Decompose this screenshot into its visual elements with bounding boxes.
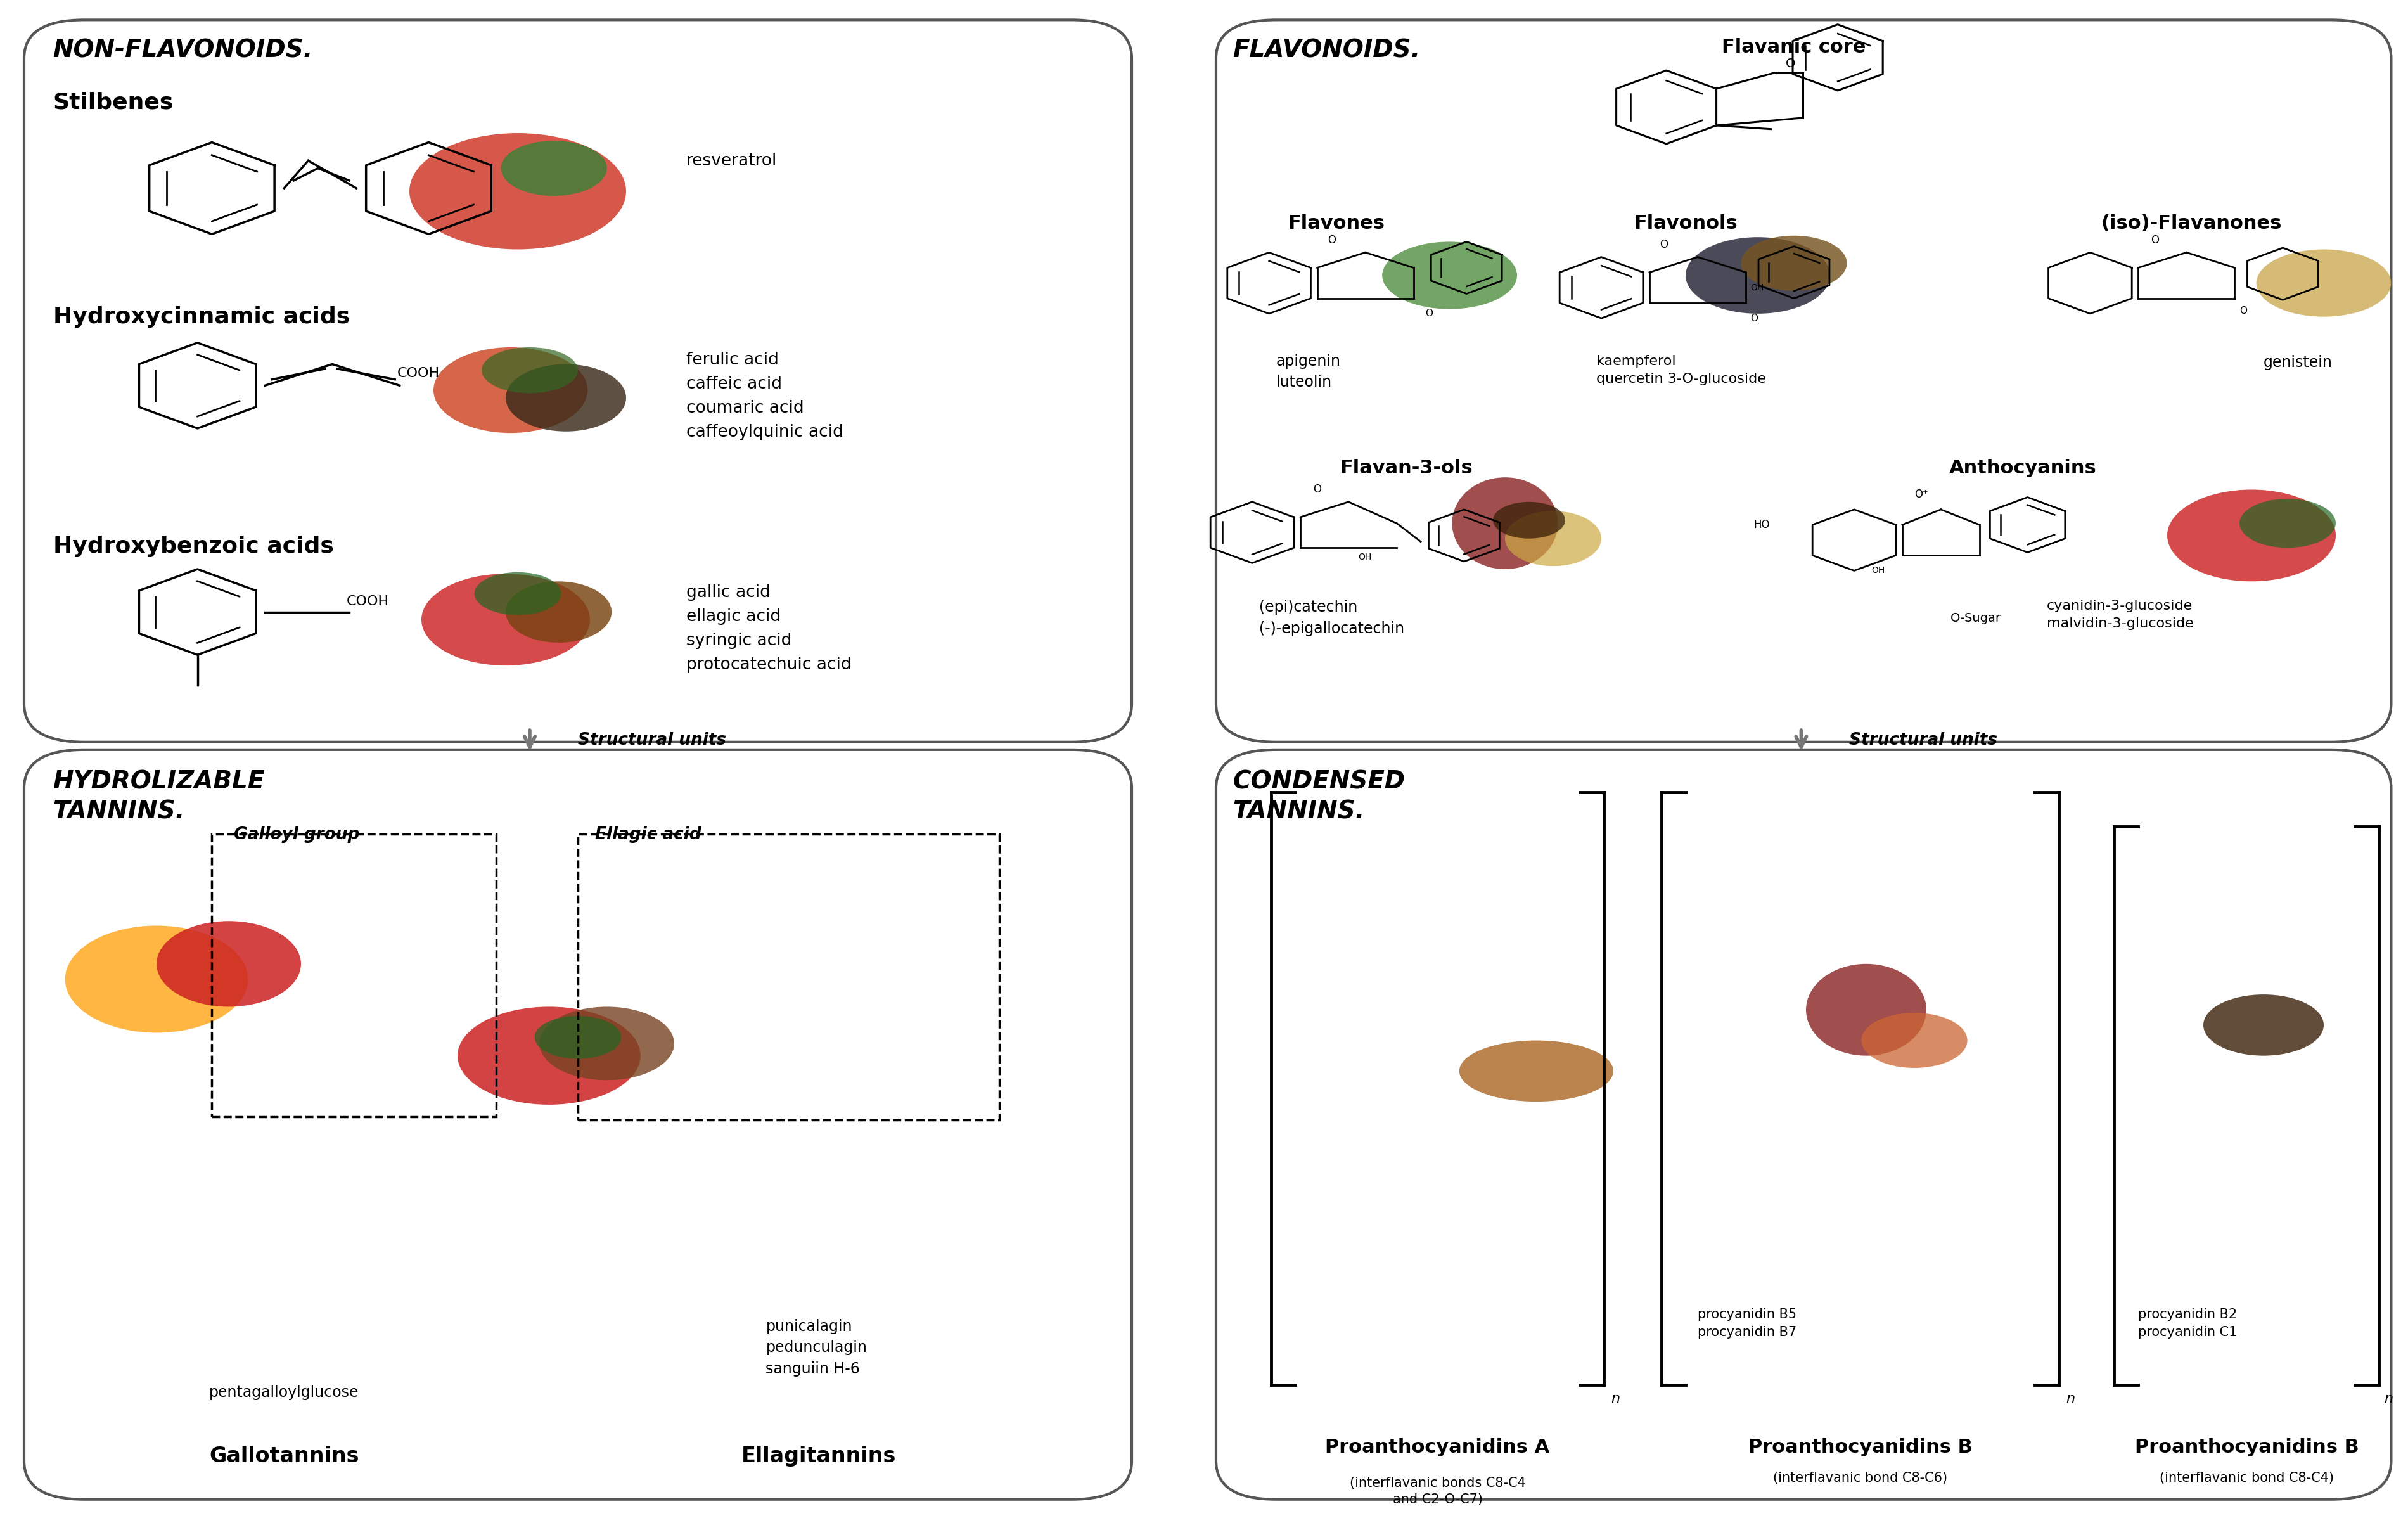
Text: n: n xyxy=(2384,1392,2394,1405)
Text: Flavonols: Flavonols xyxy=(1633,214,1739,233)
Text: Gallotannins: Gallotannins xyxy=(209,1446,359,1467)
Text: Flavan-3-ols: Flavan-3-ols xyxy=(1339,459,1474,477)
Text: O: O xyxy=(1659,239,1669,251)
Text: pentagalloylglucose: pentagalloylglucose xyxy=(209,1385,359,1400)
Ellipse shape xyxy=(1741,236,1847,291)
Ellipse shape xyxy=(1686,237,1830,314)
Text: (epi)catechin
(-)-epigallocatechin: (epi)catechin (-)-epigallocatechin xyxy=(1259,600,1404,636)
Text: (interflavanic bond C8-C6): (interflavanic bond C8-C6) xyxy=(1772,1472,1948,1484)
Ellipse shape xyxy=(1505,511,1601,566)
Ellipse shape xyxy=(2256,249,2391,317)
Ellipse shape xyxy=(506,581,612,643)
Ellipse shape xyxy=(409,133,626,249)
Text: Ellagitannins: Ellagitannins xyxy=(742,1446,896,1467)
Text: O: O xyxy=(2150,234,2160,246)
Text: Hydroxycinnamic acids: Hydroxycinnamic acids xyxy=(53,306,349,327)
Text: O: O xyxy=(1784,58,1796,70)
Text: OH: OH xyxy=(1358,552,1373,562)
Ellipse shape xyxy=(65,926,248,1033)
Text: O: O xyxy=(1312,483,1322,496)
Text: NON-FLAVONOIDS.: NON-FLAVONOIDS. xyxy=(53,38,313,63)
Text: HO: HO xyxy=(1753,519,1770,531)
Text: ferulic acid
caffeic acid
coumaric acid
caffeoylquinic acid: ferulic acid caffeic acid coumaric acid … xyxy=(686,352,843,441)
Text: Structural units: Structural units xyxy=(578,733,727,748)
Text: Structural units: Structural units xyxy=(1849,733,1999,748)
FancyBboxPatch shape xyxy=(24,20,1132,742)
Ellipse shape xyxy=(1806,964,1926,1056)
Text: (interflavanic bonds C8-C4
and C2-O-C7): (interflavanic bonds C8-C4 and C2-O-C7) xyxy=(1348,1476,1527,1506)
Text: genistein: genistein xyxy=(2264,355,2333,370)
Text: Galloyl group: Galloyl group xyxy=(234,826,359,843)
Text: O: O xyxy=(1751,314,1758,323)
Text: (interflavanic bond C8-C4): (interflavanic bond C8-C4) xyxy=(2160,1472,2333,1484)
Text: gallic acid
ellagic acid
syringic acid
protocatechuic acid: gallic acid ellagic acid syringic acid p… xyxy=(686,584,852,673)
Text: O: O xyxy=(1426,309,1433,318)
FancyBboxPatch shape xyxy=(1216,20,2391,742)
Ellipse shape xyxy=(2167,490,2336,581)
Text: O⁺: O⁺ xyxy=(1914,488,1929,500)
Ellipse shape xyxy=(535,1016,621,1059)
Text: Ellagic acid: Ellagic acid xyxy=(595,826,701,843)
Ellipse shape xyxy=(433,347,588,433)
Ellipse shape xyxy=(539,1007,674,1080)
Bar xyxy=(212,834,496,1117)
Text: Proanthocyanidins A: Proanthocyanidins A xyxy=(1324,1438,1551,1457)
Ellipse shape xyxy=(1452,477,1558,569)
Text: Proanthocyanidins B: Proanthocyanidins B xyxy=(1748,1438,1972,1457)
Text: procyanidin B2
procyanidin C1: procyanidin B2 procyanidin C1 xyxy=(2138,1308,2237,1339)
Text: Proanthocyanidins B: Proanthocyanidins B xyxy=(2133,1438,2360,1457)
Text: (iso)-Flavanones: (iso)-Flavanones xyxy=(2100,214,2283,233)
Text: apigenin
luteolin: apigenin luteolin xyxy=(1276,353,1341,390)
Ellipse shape xyxy=(2239,499,2336,548)
Ellipse shape xyxy=(421,574,590,666)
Text: O-Sugar: O-Sugar xyxy=(1950,612,2001,624)
FancyBboxPatch shape xyxy=(24,750,1132,1499)
Ellipse shape xyxy=(458,1007,641,1105)
Text: punicalagin
pedunculagin
sanguiin H-6: punicalagin pedunculagin sanguiin H-6 xyxy=(766,1319,867,1377)
Text: Stilbenes: Stilbenes xyxy=(53,92,173,113)
Text: Anthocyanins: Anthocyanins xyxy=(1948,459,2097,477)
Text: COOH: COOH xyxy=(347,595,390,607)
Ellipse shape xyxy=(506,364,626,431)
Ellipse shape xyxy=(482,347,578,393)
Text: Flavones: Flavones xyxy=(1288,214,1385,233)
Text: CONDENSED
TANNINS.: CONDENSED TANNINS. xyxy=(1233,770,1406,823)
Text: cyanidin-3-glucoside
malvidin-3-glucoside: cyanidin-3-glucoside malvidin-3-glucosid… xyxy=(2047,600,2194,630)
Text: procyanidin B5
procyanidin B7: procyanidin B5 procyanidin B7 xyxy=(1698,1308,1796,1339)
Text: Flavanic core: Flavanic core xyxy=(1722,38,1866,57)
Text: FLAVONOIDS.: FLAVONOIDS. xyxy=(1233,38,1421,63)
Text: HYDROLIZABLE
TANNINS.: HYDROLIZABLE TANNINS. xyxy=(53,770,265,823)
Text: Hydroxybenzoic acids: Hydroxybenzoic acids xyxy=(53,536,335,557)
Ellipse shape xyxy=(1382,242,1517,309)
Ellipse shape xyxy=(1493,502,1565,539)
Ellipse shape xyxy=(157,921,301,1007)
Text: n: n xyxy=(2066,1392,2076,1405)
Text: O: O xyxy=(1327,234,1336,246)
Text: OH: OH xyxy=(1751,283,1765,292)
Bar xyxy=(578,834,999,1120)
FancyBboxPatch shape xyxy=(1216,750,2391,1499)
Text: COOH: COOH xyxy=(397,367,441,379)
Ellipse shape xyxy=(2203,995,2324,1056)
Ellipse shape xyxy=(474,572,561,615)
Ellipse shape xyxy=(501,141,607,196)
Text: resveratrol: resveratrol xyxy=(686,153,778,170)
Text: n: n xyxy=(1611,1392,1621,1405)
Ellipse shape xyxy=(1459,1040,1613,1102)
Text: OH: OH xyxy=(1871,566,1885,575)
Text: O: O xyxy=(2239,306,2247,315)
Ellipse shape xyxy=(1861,1013,1967,1068)
Text: kaempferol
quercetin 3-O-glucoside: kaempferol quercetin 3-O-glucoside xyxy=(1597,355,1765,386)
